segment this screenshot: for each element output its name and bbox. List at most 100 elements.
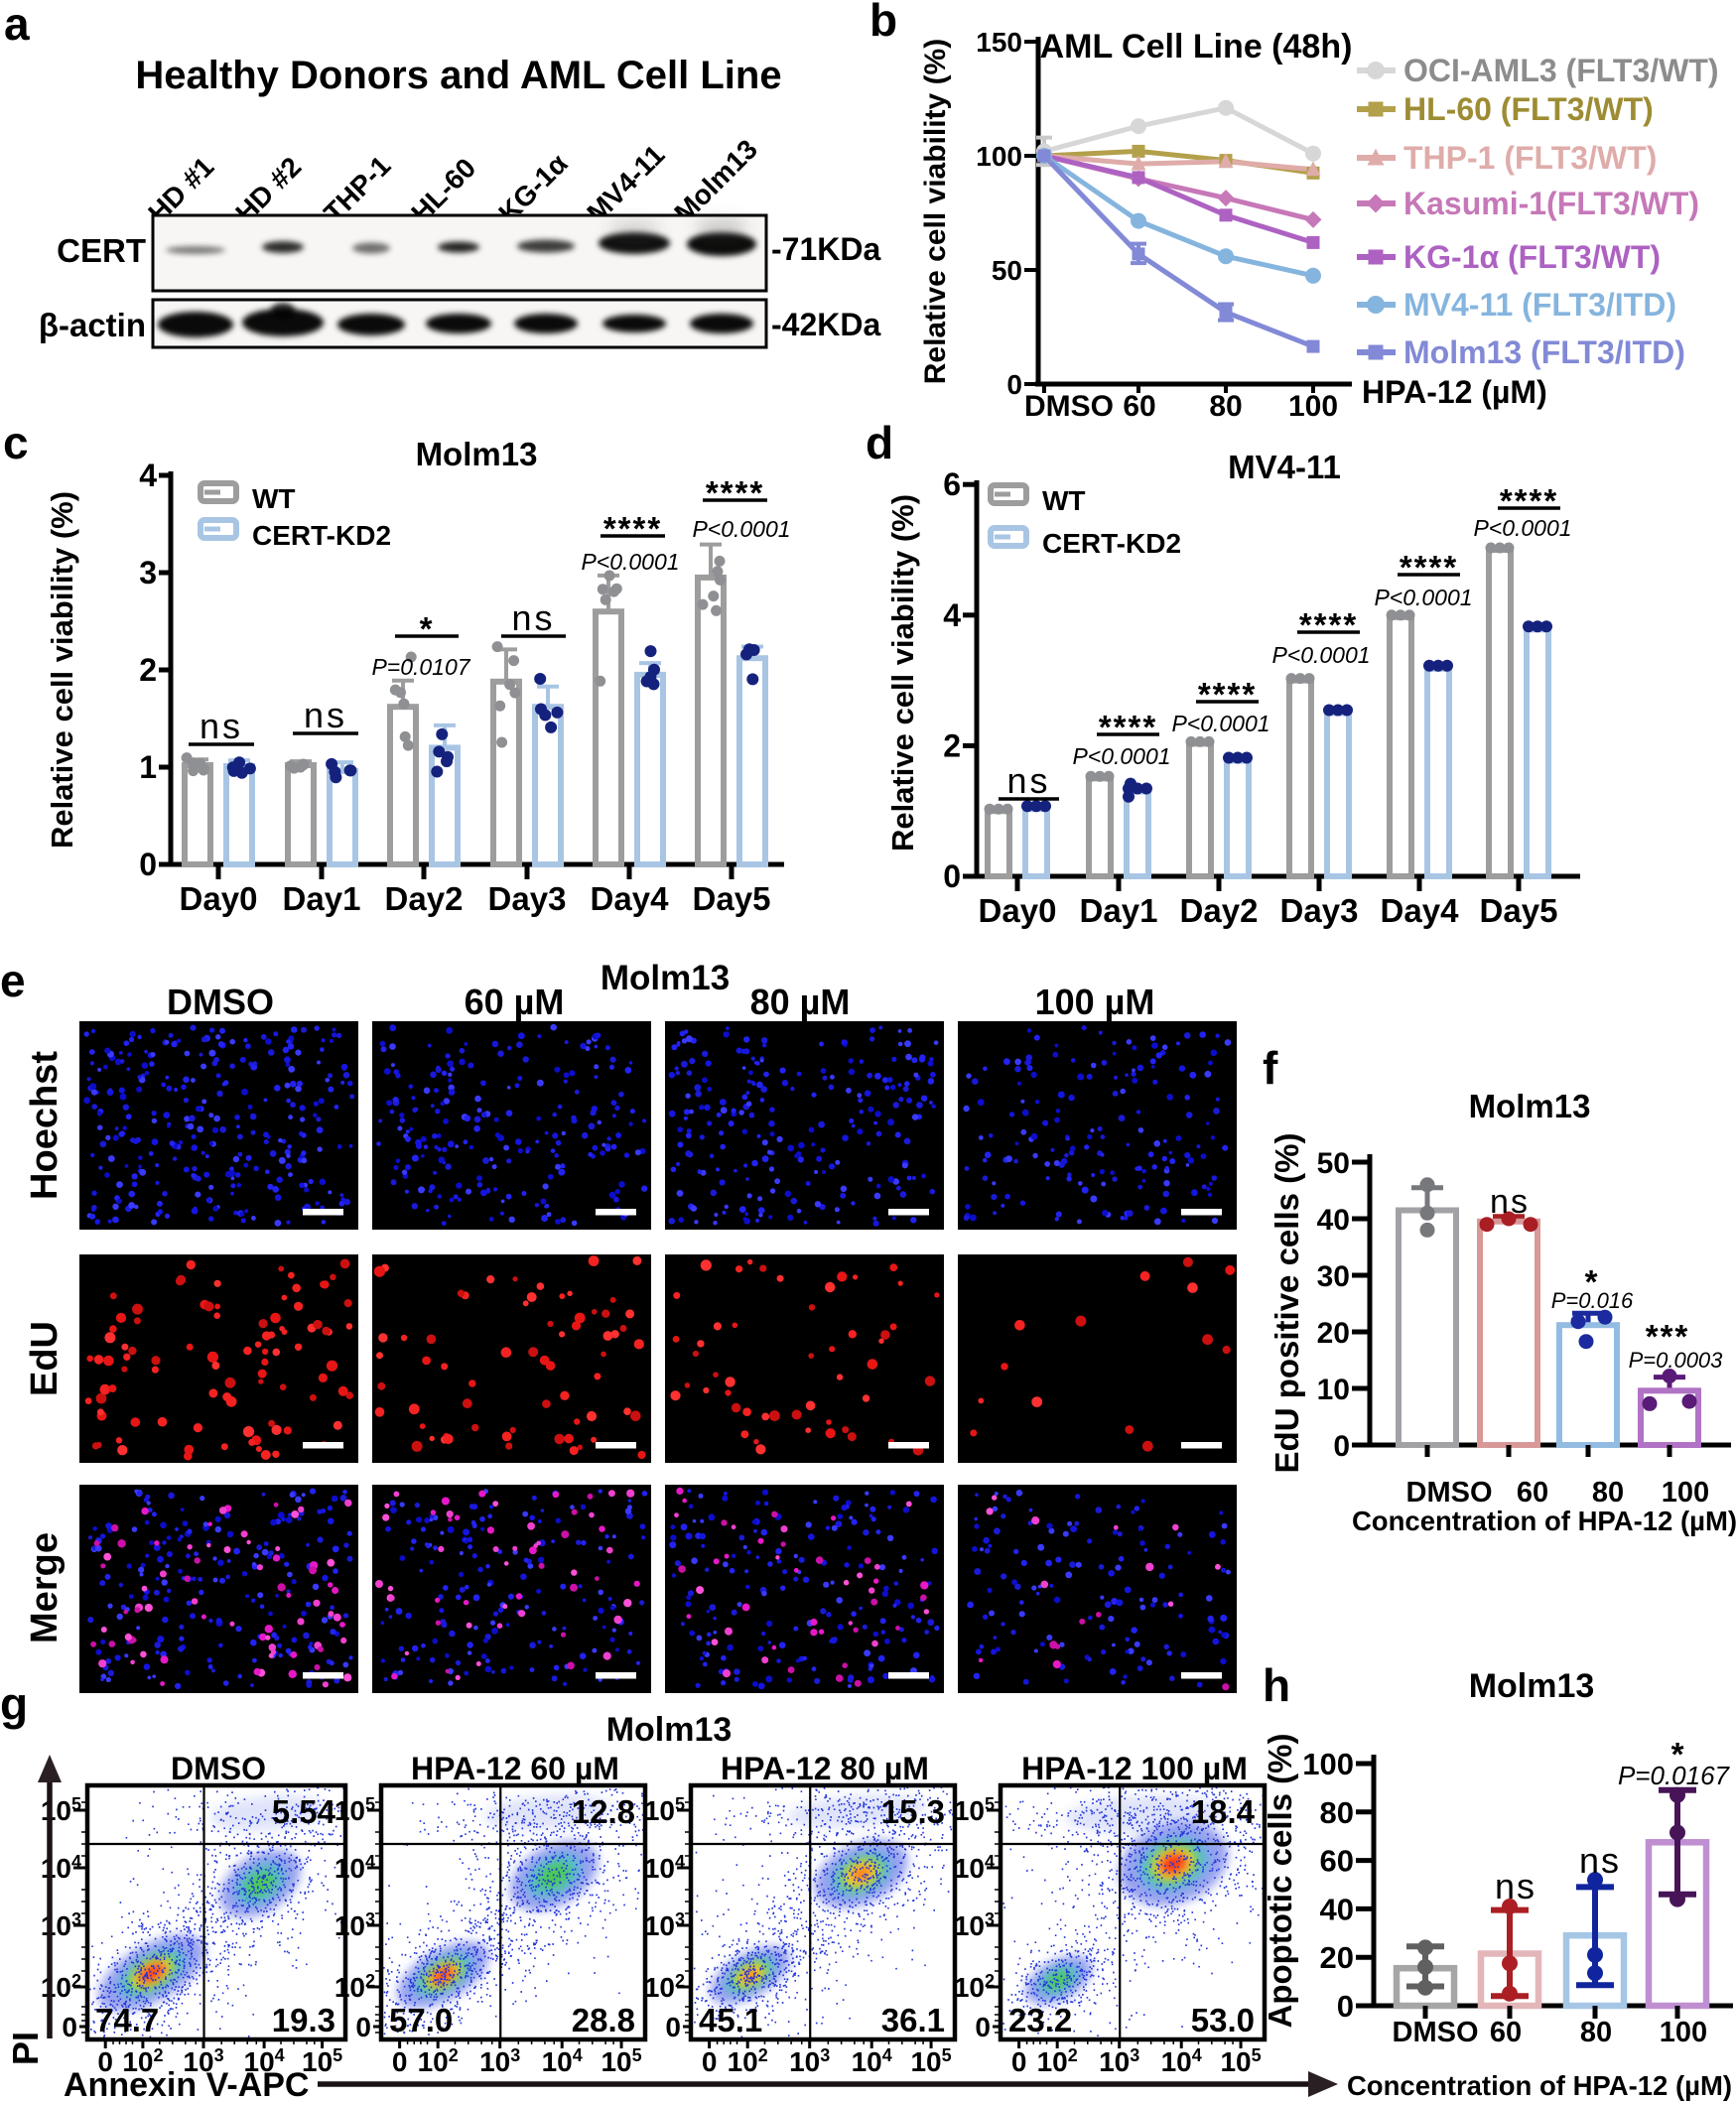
svg-text:a: a bbox=[4, 0, 30, 50]
svg-text:P<0.0001: P<0.0001 bbox=[581, 549, 679, 575]
svg-text:Day4: Day4 bbox=[1381, 892, 1460, 929]
svg-text:0: 0 bbox=[392, 2046, 408, 2077]
svg-text:20: 20 bbox=[1317, 1317, 1350, 1350]
svg-text:60: 60 bbox=[1123, 390, 1155, 423]
svg-text:Day1: Day1 bbox=[1080, 892, 1158, 929]
svg-text:12.8: 12.8 bbox=[572, 1793, 635, 1830]
svg-text:0: 0 bbox=[665, 2012, 681, 2042]
svg-text:0: 0 bbox=[975, 2012, 991, 2042]
svg-text:0: 0 bbox=[1333, 1430, 1350, 1463]
svg-text:HPA-12 (µM): HPA-12 (µM) bbox=[1362, 374, 1547, 410]
svg-text:0: 0 bbox=[1337, 1989, 1354, 2024]
svg-text:28.8: 28.8 bbox=[572, 2002, 635, 2038]
svg-text:HPA-12 100 µM: HPA-12 100 µM bbox=[1021, 1751, 1248, 1786]
svg-text:Concentration of HPA-12 (µM): Concentration of HPA-12 (µM) bbox=[1347, 2070, 1732, 2101]
svg-text:5.54: 5.54 bbox=[272, 1793, 336, 1830]
svg-text:b: b bbox=[869, 0, 897, 46]
svg-text:P=0.0003: P=0.0003 bbox=[1629, 1348, 1724, 1373]
svg-text:WT: WT bbox=[1042, 485, 1086, 516]
svg-text:4: 4 bbox=[139, 458, 157, 493]
svg-text:Day5: Day5 bbox=[693, 880, 771, 917]
svg-text:e: e bbox=[0, 955, 26, 1006]
svg-text:0: 0 bbox=[702, 2046, 718, 2077]
svg-text:19.3: 19.3 bbox=[272, 2002, 335, 2038]
svg-text:d: d bbox=[866, 417, 893, 468]
svg-text:P<0.0001: P<0.0001 bbox=[1271, 642, 1370, 668]
svg-text:60: 60 bbox=[1320, 1844, 1354, 1879]
svg-text:DMSO: DMSO bbox=[167, 982, 274, 1022]
svg-text:80: 80 bbox=[1320, 1795, 1354, 1830]
svg-text:80 µM: 80 µM bbox=[750, 982, 851, 1022]
svg-text:DMSO: DMSO bbox=[1024, 390, 1114, 423]
svg-text:DMSO: DMSO bbox=[171, 1751, 266, 1786]
svg-text:Merge: Merge bbox=[24, 1532, 66, 1643]
svg-text:Healthy Donors and AML Cell Li: Healthy Donors and AML Cell Line bbox=[135, 54, 781, 97]
svg-text:****: **** bbox=[1400, 549, 1458, 586]
svg-text:****: **** bbox=[1099, 709, 1157, 745]
svg-text:DMSO: DMSO bbox=[1406, 1477, 1493, 1509]
svg-text:104: 104 bbox=[244, 2045, 285, 2077]
svg-text:3: 3 bbox=[139, 555, 157, 591]
svg-text:ns: ns bbox=[304, 695, 347, 735]
svg-text:***: *** bbox=[1646, 1318, 1690, 1355]
svg-text:EdU positive cells (%): EdU positive cells (%) bbox=[1269, 1133, 1305, 1474]
svg-text:Molm13: Molm13 bbox=[1469, 1667, 1595, 1705]
svg-text:P<0.0001: P<0.0001 bbox=[1473, 515, 1571, 541]
svg-text:HPA-12 80 µM: HPA-12 80 µM bbox=[721, 1751, 929, 1786]
svg-text:ns: ns bbox=[1495, 1866, 1536, 1906]
svg-text:20: 20 bbox=[1320, 1940, 1354, 1975]
svg-text:60: 60 bbox=[1517, 1477, 1548, 1509]
svg-text:P=0.0167: P=0.0167 bbox=[1618, 1761, 1731, 1790]
svg-text:P<0.0001: P<0.0001 bbox=[1374, 585, 1472, 610]
svg-text:Day3: Day3 bbox=[488, 880, 567, 917]
svg-text:Day0: Day0 bbox=[180, 880, 258, 917]
svg-text:18.4: 18.4 bbox=[1191, 1793, 1256, 1830]
svg-text:Day4: Day4 bbox=[591, 880, 670, 917]
svg-text:0: 0 bbox=[1011, 2046, 1027, 2077]
svg-text:15.3: 15.3 bbox=[881, 1793, 945, 1830]
svg-text:Day2: Day2 bbox=[1180, 892, 1259, 929]
svg-text:0: 0 bbox=[943, 858, 961, 894]
svg-text:50: 50 bbox=[1317, 1147, 1350, 1180]
svg-text:Molm13: Molm13 bbox=[416, 436, 538, 472]
svg-text:P=0.016: P=0.016 bbox=[1551, 1288, 1634, 1313]
svg-text:36.1: 36.1 bbox=[881, 2002, 945, 2038]
svg-text:Day2: Day2 bbox=[385, 880, 464, 917]
svg-text:Concentration of HPA-12 (µM): Concentration of HPA-12 (µM) bbox=[1352, 1506, 1736, 1536]
svg-text:23.2: 23.2 bbox=[1008, 2002, 1072, 2038]
svg-text:104: 104 bbox=[542, 2045, 583, 2077]
svg-text:40: 40 bbox=[1320, 1892, 1354, 1926]
svg-text:****: **** bbox=[603, 510, 662, 547]
svg-text:60 µM: 60 µM bbox=[465, 982, 565, 1022]
svg-text:50: 50 bbox=[992, 255, 1022, 286]
svg-text:0: 0 bbox=[62, 2012, 77, 2042]
svg-text:Kasumi-1(FLT3/WT): Kasumi-1(FLT3/WT) bbox=[1403, 186, 1699, 221]
svg-text:HPA-12 60 µM: HPA-12 60 µM bbox=[411, 1751, 619, 1786]
svg-text:10: 10 bbox=[1317, 1374, 1350, 1406]
svg-text:Molm13 (FLT3/ITD): Molm13 (FLT3/ITD) bbox=[1403, 334, 1685, 370]
svg-text:ns: ns bbox=[1006, 760, 1050, 801]
svg-text:0: 0 bbox=[1006, 369, 1022, 400]
svg-text:HL-60 (FLT3/WT): HL-60 (FLT3/WT) bbox=[1403, 91, 1654, 127]
svg-text:****: **** bbox=[1299, 606, 1358, 643]
svg-text:100: 100 bbox=[976, 141, 1022, 172]
svg-text:74.7: 74.7 bbox=[95, 2002, 159, 2038]
svg-text:80: 80 bbox=[1592, 1477, 1624, 1509]
svg-text:CERT: CERT bbox=[57, 232, 146, 269]
svg-text:h: h bbox=[1263, 1659, 1290, 1711]
svg-text:-71KDa: -71KDa bbox=[771, 231, 880, 267]
svg-text:100: 100 bbox=[1660, 2017, 1707, 2048]
svg-text:30: 30 bbox=[1317, 1260, 1350, 1293]
svg-text:Day1: Day1 bbox=[283, 880, 361, 917]
svg-text:100: 100 bbox=[1302, 1747, 1354, 1781]
svg-text:Molm13: Molm13 bbox=[601, 959, 730, 997]
svg-text:OCI-AML3 (FLT3/WT): OCI-AML3 (FLT3/WT) bbox=[1403, 53, 1719, 88]
svg-text:MV4-11 (FLT3/ITD): MV4-11 (FLT3/ITD) bbox=[1403, 287, 1676, 323]
svg-text:CERT-KD2: CERT-KD2 bbox=[1042, 528, 1181, 559]
svg-text:EdU: EdU bbox=[24, 1321, 66, 1396]
svg-text:*: * bbox=[1585, 1263, 1598, 1300]
svg-text:β-actin: β-actin bbox=[39, 307, 146, 343]
svg-text:DMSO: DMSO bbox=[1393, 2017, 1479, 2048]
svg-text:Apoptotic cells (%): Apoptotic cells (%) bbox=[1262, 1733, 1298, 2028]
svg-text:ns: ns bbox=[511, 597, 555, 638]
